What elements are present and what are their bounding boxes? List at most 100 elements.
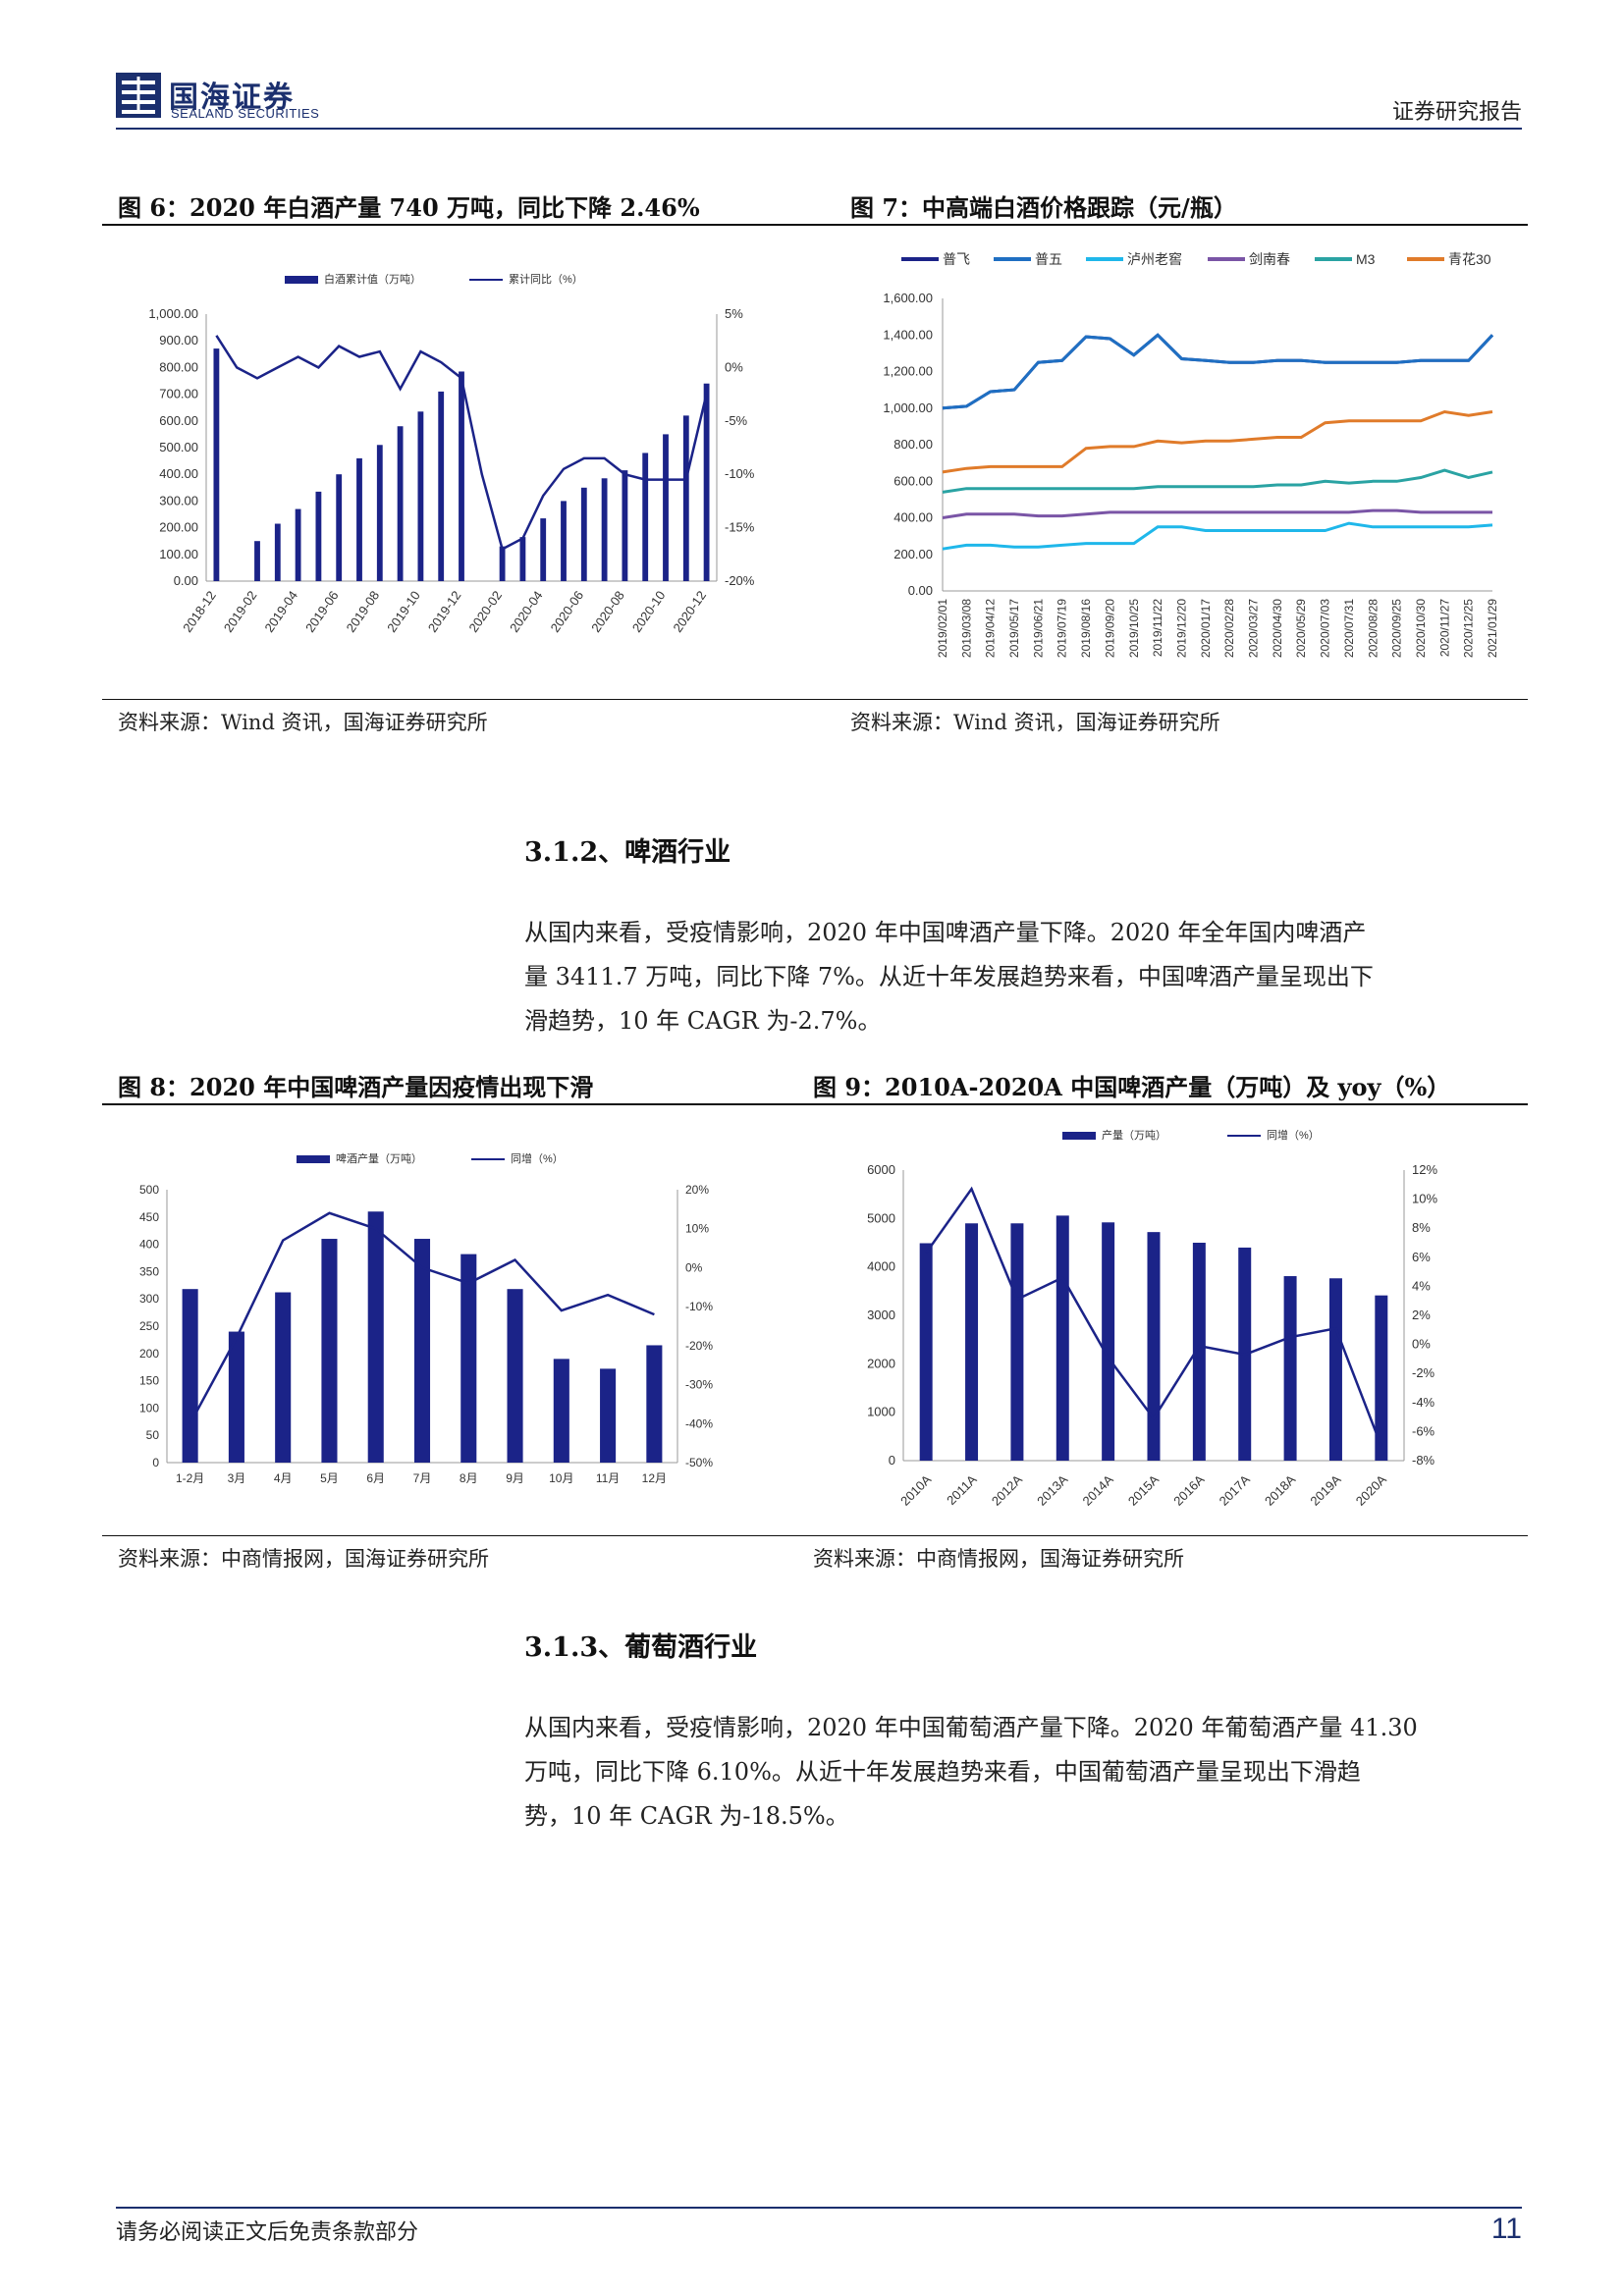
x-tick-label: 2020A [1353, 1471, 1389, 1508]
fig7-title: 图 7：中高端白酒价格跟踪（元/瓶） [850, 193, 1237, 222]
logo-en-text: SEALAND SECURITIES [171, 106, 320, 121]
y-left-tick-label: 300 [139, 1292, 159, 1306]
x-tick-label: 2019/06/21 [1031, 599, 1045, 658]
x-tick-label: 2019-04 [261, 588, 300, 635]
y-right-tick-label: 5% [725, 306, 743, 321]
x-tick-label: 2019/05/17 [1007, 599, 1021, 658]
bar [1192, 1243, 1206, 1461]
bar [367, 1211, 384, 1463]
y-right-tick-label: 0% [1412, 1337, 1431, 1352]
x-tick-label: 2019/12/20 [1174, 599, 1188, 658]
y-right-tick-label: 0% [725, 359, 743, 374]
fig9-svg: 产量（万吨） 同增（%） 6000 5000 4000 3000 2000 1000 0 12% 1… [867, 1128, 1437, 1509]
x-tick-label: 8月 [460, 1471, 478, 1485]
y-tick-label: 1,600.00 [883, 291, 933, 305]
fig8-chart: 啤酒产量（万吨） 同增（%） 500 450 400 350 300 250 200 150 100… [108, 1115, 776, 1527]
bar [600, 1368, 617, 1463]
x-tick-label: 2020/05/29 [1294, 599, 1308, 658]
y-left-tick-label: 50 [146, 1428, 160, 1442]
y-left-tick-label: 1000 [867, 1405, 895, 1419]
x-tick-label: 2019-08 [344, 588, 383, 635]
y-right-tick-label: 4% [1412, 1278, 1431, 1293]
x-tick-label: 2020-08 [588, 588, 627, 635]
x-tick-label: 2019/03/08 [959, 599, 973, 658]
bar [553, 1359, 569, 1463]
series-line [189, 1211, 655, 1424]
x-tick-label: 2017A [1217, 1471, 1253, 1508]
y-right-tick-label: -15% [725, 520, 755, 535]
bar [965, 1223, 979, 1461]
y-right-tick-label: 10% [685, 1222, 709, 1236]
bar [561, 501, 567, 581]
bar [274, 523, 281, 581]
y-left-tick-label: 800.00 [159, 359, 198, 374]
y-right-tick-label: -20% [685, 1339, 713, 1353]
y-right-tick-label: 0% [685, 1260, 703, 1274]
x-tick-label: 2020/09/25 [1390, 599, 1404, 658]
section-3-1-3-paragraph: 从国内来看，受疫情影响，2020 年中国葡萄酒产量下降。2020 年葡萄酒产量 … [524, 1706, 1522, 1839]
y-left-tick-label: 250 [139, 1319, 159, 1333]
bar [295, 508, 301, 581]
bar [519, 537, 526, 581]
x-tick-label: 2020/12/25 [1462, 599, 1476, 658]
y-right-tick-label: 8% [1412, 1220, 1431, 1235]
y-left-tick-label: 3000 [867, 1308, 895, 1322]
bar [663, 434, 669, 581]
x-tick-label: 1-2月 [176, 1471, 204, 1485]
y-left-tick-label: 400.00 [159, 466, 198, 481]
y-tick-label: 1,200.00 [883, 364, 933, 379]
legend-label: 产量（万吨） [1102, 1128, 1166, 1142]
fig9-chart: 产量（万吨） 同增（%） 6000 5000 4000 3000 2000 1000 0 12% 1… [835, 1115, 1522, 1527]
x-tick-label: 6月 [366, 1471, 385, 1485]
legend-label: 同增（%） [1267, 1128, 1320, 1142]
para-line: 量 3411.7 万吨，同比下降 7%。从近十年发展趋势来看，中国啤酒产量呈现出… [524, 963, 1374, 990]
fig9-title: 图 9：2010A-2020A 中国啤酒产量（万吨）及 yoy（%） [813, 1073, 1451, 1101]
series-line [215, 335, 708, 552]
logo-cn-text: 国海证券 [169, 80, 295, 115]
bar [1375, 1295, 1388, 1461]
y-right-tick-label: -2% [1412, 1365, 1435, 1380]
fig6-source: 资料来源：Wind 资讯，国海证券研究所 [118, 711, 488, 734]
x-tick-label: 9月 [506, 1471, 524, 1485]
section-3-1-2-paragraph: 从国内来看，受疫情影响，2020 年中国啤酒产量下降。2020 年全年国内啤酒产… [524, 911, 1522, 1043]
series-line [942, 521, 1493, 551]
y-right-tick-label: -20% [725, 573, 755, 588]
bar [601, 478, 608, 581]
y-left-tick-label: 700.00 [159, 387, 198, 401]
fig6-svg: 白酒累计值（万吨） 累计同比（%） 1,000.00 900.00 800.00 700.… [148, 272, 755, 635]
bar [1147, 1232, 1161, 1461]
y-left-tick-label: 900.00 [159, 333, 198, 347]
bar [321, 1239, 338, 1463]
bar [919, 1243, 933, 1461]
x-tick-label: 2019/10/25 [1127, 599, 1141, 658]
x-tick-label: 2020/07/31 [1342, 599, 1356, 658]
x-tick-label: 7月 [413, 1471, 432, 1485]
x-tick-label: 2021/01/29 [1486, 599, 1499, 658]
legend-label: 累计同比（%） [509, 273, 583, 286]
fig-row2-top-rule [102, 1103, 1528, 1105]
bar [646, 1345, 663, 1463]
y-left-tick-label: 2000 [867, 1356, 895, 1370]
y-left-tick-label: 0 [889, 1453, 895, 1468]
y-tick-label: 1,000.00 [883, 400, 933, 415]
x-tick-label: 2020/07/03 [1319, 599, 1332, 658]
fig8-svg: 啤酒产量（万吨） 同增（%）500450400350300250200150100… [139, 1151, 713, 1485]
company-logo-icon [116, 73, 161, 118]
x-tick-label: 2013A [1034, 1471, 1070, 1508]
fig-row1-top-rule [102, 224, 1528, 226]
x-tick-label: 2020/01/17 [1199, 599, 1213, 658]
fig6-title: 图 6：2020 年白酒产量 740 万吨，同比下降 2.46% [118, 193, 700, 222]
legend-label: 剑南春 [1249, 251, 1290, 267]
y-left-tick-label: 100.00 [159, 547, 198, 561]
y-left-tick-label: 5000 [867, 1210, 895, 1225]
y-left-tick-label: 350 [139, 1264, 159, 1278]
bar [397, 426, 404, 581]
bar [580, 487, 587, 581]
x-tick-label: 2018-12 [180, 588, 219, 635]
para-line: 万吨，同比下降 6.10%。从近十年发展趋势来看，中国葡萄酒产量呈现出下滑趋 [524, 1758, 1361, 1786]
bar [376, 445, 383, 581]
para-line: 势，10 年 CAGR 为-18.5%。 [524, 1802, 849, 1830]
y-left-tick-label: 150 [139, 1374, 159, 1388]
x-tick-label: 2019/07/19 [1056, 599, 1069, 658]
y-left-tick-label: 1,000.00 [148, 306, 198, 321]
